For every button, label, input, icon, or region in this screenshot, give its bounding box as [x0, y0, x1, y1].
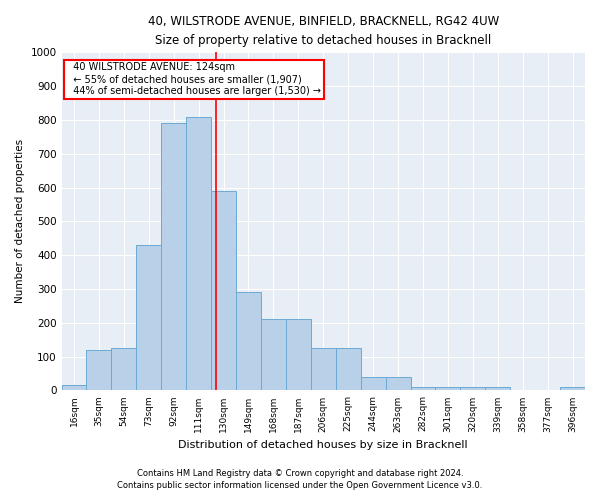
- Bar: [211, 191, 236, 390]
- Bar: [86, 350, 112, 391]
- Bar: [361, 377, 386, 390]
- Bar: [136, 245, 161, 390]
- Text: Contains HM Land Registry data © Crown copyright and database right 2024.
Contai: Contains HM Land Registry data © Crown c…: [118, 468, 482, 490]
- Bar: [236, 292, 261, 390]
- Y-axis label: Number of detached properties: Number of detached properties: [15, 140, 25, 304]
- Bar: [311, 348, 336, 391]
- Bar: [436, 387, 460, 390]
- Title: 40, WILSTRODE AVENUE, BINFIELD, BRACKNELL, RG42 4UW
Size of property relative to: 40, WILSTRODE AVENUE, BINFIELD, BRACKNEL…: [148, 15, 499, 47]
- Bar: [261, 319, 286, 390]
- X-axis label: Distribution of detached houses by size in Bracknell: Distribution of detached houses by size …: [178, 440, 468, 450]
- Bar: [560, 387, 585, 390]
- Bar: [485, 387, 510, 390]
- Bar: [386, 377, 410, 390]
- Bar: [161, 124, 186, 390]
- Bar: [410, 387, 436, 390]
- Bar: [112, 348, 136, 391]
- Bar: [336, 348, 361, 391]
- Bar: [186, 116, 211, 390]
- Text: 40 WILSTRODE AVENUE: 124sqm
  ← 55% of detached houses are smaller (1,907)
  44%: 40 WILSTRODE AVENUE: 124sqm ← 55% of det…: [67, 62, 321, 96]
- Bar: [460, 387, 485, 390]
- Bar: [286, 319, 311, 390]
- Bar: [62, 386, 86, 390]
